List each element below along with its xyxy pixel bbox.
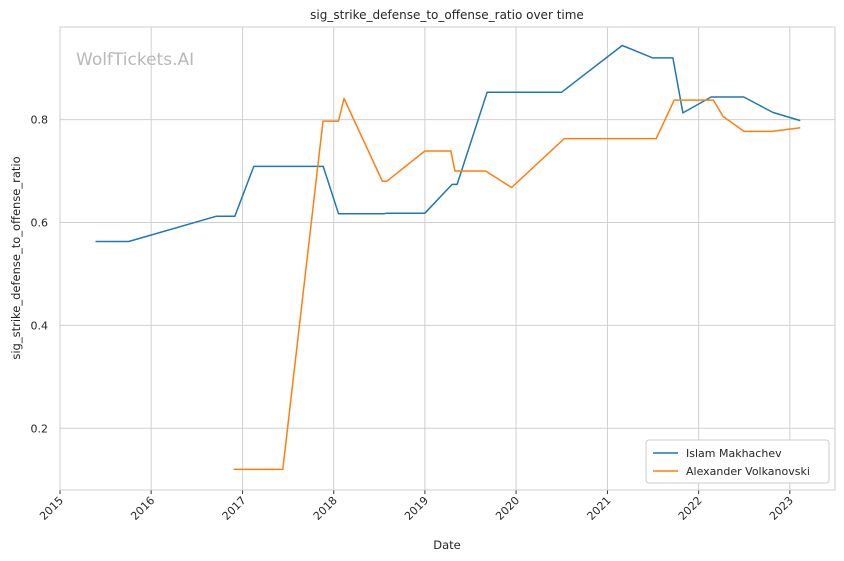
data-series [95,44,801,471]
legend-box [645,439,830,484]
y-axis-ticks: 0.2 0.4 0.6 0.8 [31,114,49,436]
grid-lines [59,27,835,490]
x-tick-label: 2018 [311,494,340,523]
legend: Islam Makhachev Alexander Volkanovski [645,439,830,484]
x-tick-label: 2020 [493,494,522,523]
x-axis-ticks: 2015 2016 2017 2018 2019 2020 2021 2022 2023 [37,490,796,523]
series-line-islam-makhachev [95,44,801,243]
y-tick-label: 0.8 [31,114,49,127]
y-tick-label: 0.4 [31,319,49,332]
x-tick-label: 2016 [128,494,157,523]
legend-label-islam-makhachev: Islam Makhachev [686,447,782,460]
x-tick-label: 2015 [37,494,66,523]
legend-label-alexander-volkanovski: Alexander Volkanovski [686,465,810,478]
y-tick-label: 0.6 [31,216,49,229]
series-line-alexander-volkanovski [233,97,801,471]
chart-title: sig_strike_defense_to_offense_ratio over… [310,8,584,22]
x-tick-label: 2022 [676,494,705,523]
x-tick-label: 2019 [402,494,431,523]
watermark: WolfTickets.AI [76,50,194,70]
x-tick-label: 2017 [220,494,249,523]
y-axis-label: sig_strike_defense_to_offense_ratio [9,156,23,359]
plot-frame [59,26,836,491]
x-tick-label: 2021 [585,494,614,523]
y-tick-label: 0.2 [31,422,49,435]
x-tick-label: 2023 [767,494,796,523]
x-axis-label: Date [433,538,461,552]
